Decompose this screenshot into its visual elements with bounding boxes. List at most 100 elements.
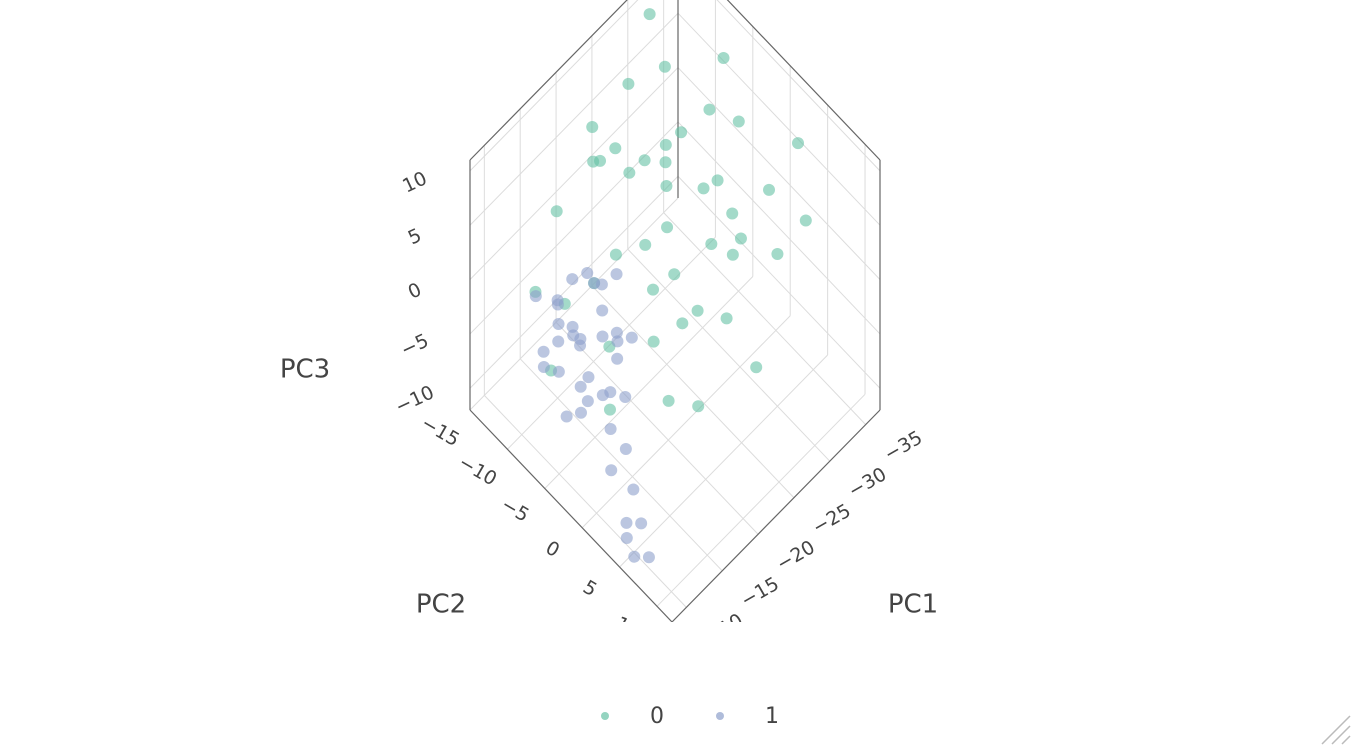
legend-label: 1 xyxy=(765,704,779,729)
legend-marker xyxy=(601,712,609,720)
point xyxy=(697,182,710,195)
point xyxy=(662,394,675,407)
point xyxy=(623,166,636,179)
point xyxy=(659,156,672,169)
point xyxy=(622,77,635,90)
point xyxy=(642,551,655,564)
point xyxy=(574,380,587,393)
grid-line xyxy=(469,12,679,226)
point xyxy=(596,330,609,343)
axis-edge xyxy=(469,409,673,622)
grid-line xyxy=(677,175,881,389)
point xyxy=(647,283,660,296)
point xyxy=(605,464,618,477)
grid-line xyxy=(663,212,867,425)
point xyxy=(703,103,716,116)
point xyxy=(551,294,564,307)
point xyxy=(726,207,739,220)
point xyxy=(609,248,622,261)
point xyxy=(552,335,565,348)
point xyxy=(627,483,640,496)
point xyxy=(574,339,587,352)
point xyxy=(586,120,599,133)
point xyxy=(660,180,673,193)
point xyxy=(668,268,681,281)
legend-label: 0 xyxy=(650,704,664,729)
z-tick-label: 10 xyxy=(399,167,430,197)
grid-line xyxy=(677,121,881,335)
y-tick-label: −15 xyxy=(417,412,463,451)
y-tick-label: −10 xyxy=(455,451,501,490)
grid-line xyxy=(483,395,687,608)
x-tick-label: −15 xyxy=(737,573,783,612)
x-tick-label: −25 xyxy=(809,500,855,539)
point xyxy=(726,248,739,261)
point xyxy=(566,273,579,286)
axis-edge xyxy=(671,409,881,622)
point xyxy=(625,331,638,344)
point xyxy=(635,517,648,530)
y-tick-label: 10 xyxy=(611,612,643,643)
x-tick-label: −35 xyxy=(881,427,927,466)
point xyxy=(574,406,587,419)
point xyxy=(537,360,550,373)
grid-line xyxy=(469,67,679,280)
grid-line xyxy=(627,248,831,462)
y-tick-label: 0 xyxy=(542,537,563,562)
point xyxy=(620,516,633,529)
point xyxy=(628,550,641,563)
point xyxy=(581,267,594,280)
point xyxy=(619,390,632,403)
point xyxy=(691,304,704,317)
point xyxy=(661,221,674,234)
grid-line xyxy=(469,197,679,411)
axis-edge xyxy=(726,0,881,161)
z-tick-label: −5 xyxy=(397,330,432,362)
grid-line xyxy=(519,358,723,572)
point xyxy=(659,138,672,151)
point xyxy=(603,403,616,416)
resize-handle xyxy=(1321,715,1351,745)
point xyxy=(771,248,784,261)
point xyxy=(658,60,671,73)
point xyxy=(596,389,609,402)
point xyxy=(732,115,745,128)
point xyxy=(588,277,601,290)
scene: PC1 PC2 PC3 −35−30−25−20−15−10−15−10−505… xyxy=(280,0,938,648)
point xyxy=(675,126,688,139)
point xyxy=(734,232,747,245)
point xyxy=(720,312,733,325)
point xyxy=(799,214,812,227)
point xyxy=(610,268,623,281)
grid-line xyxy=(677,12,881,226)
legend-marker xyxy=(716,712,724,720)
point xyxy=(611,335,624,348)
point xyxy=(676,317,689,330)
point xyxy=(609,142,622,155)
grid-line xyxy=(677,67,881,280)
point xyxy=(620,531,633,544)
point xyxy=(711,174,724,187)
point xyxy=(638,154,651,167)
point xyxy=(717,52,730,65)
grid-line xyxy=(544,276,754,489)
point xyxy=(537,345,550,358)
grid-line xyxy=(619,354,828,568)
y-tick-label: −5 xyxy=(497,494,532,527)
x-tick-label: −10 xyxy=(701,609,747,648)
grid-line xyxy=(656,393,866,607)
point xyxy=(611,352,624,365)
point xyxy=(647,335,660,348)
z-axis-title: PC3 xyxy=(280,355,330,385)
point xyxy=(581,395,594,408)
point xyxy=(529,290,542,303)
grid-line xyxy=(555,321,759,535)
z-tick-label: 5 xyxy=(405,224,425,249)
point xyxy=(604,423,617,436)
point xyxy=(582,371,595,384)
grid-line xyxy=(581,315,791,529)
point xyxy=(639,238,652,251)
point xyxy=(567,329,580,342)
